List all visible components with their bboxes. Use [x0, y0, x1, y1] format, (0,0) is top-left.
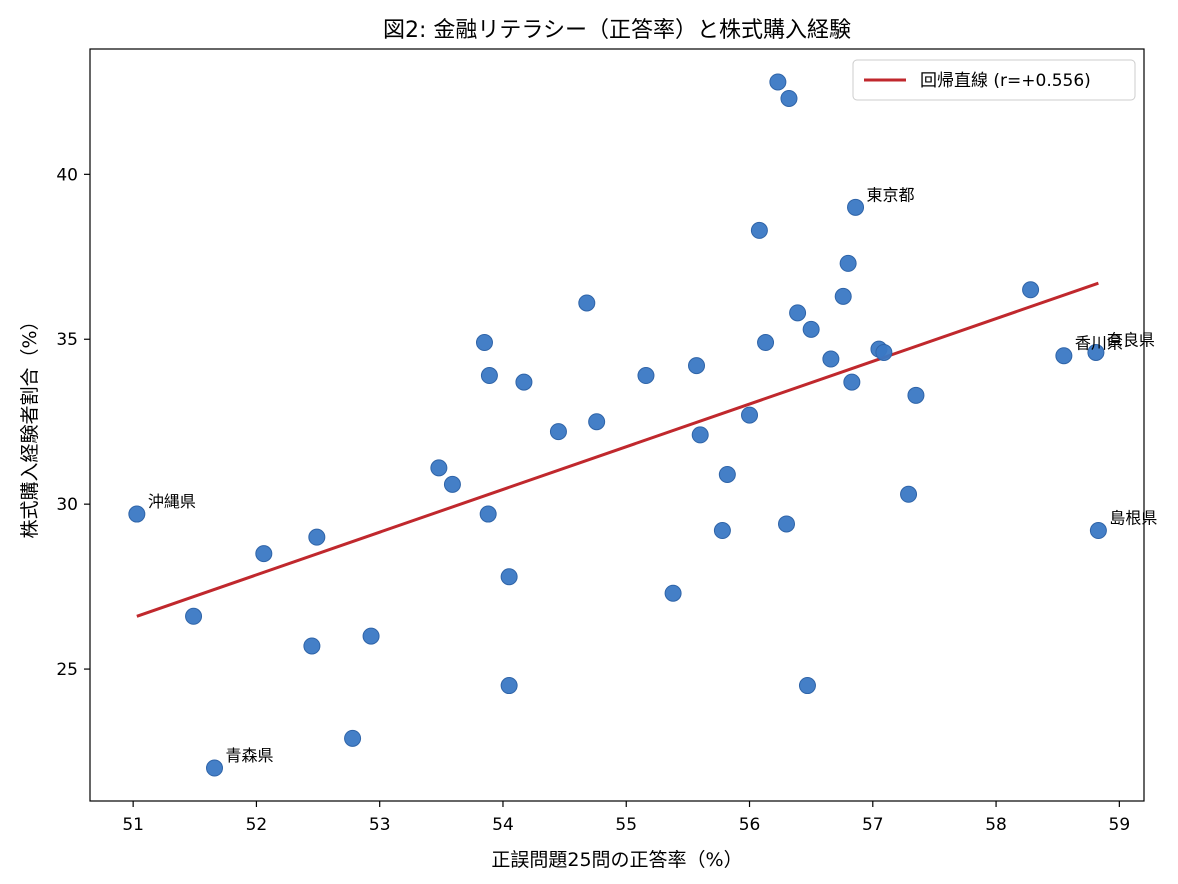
- data-point: [750, 221, 768, 239]
- x-axis: 51 52 53 54 55 56 57 58 59: [122, 801, 1130, 835]
- y-tick-label: 30: [56, 495, 78, 515]
- y-tick-label: 35: [56, 330, 78, 350]
- data-point-label: 沖縄県: [148, 492, 196, 511]
- legend-label: 回帰直線 (r=+0.556): [920, 71, 1091, 91]
- data-point: [128, 505, 146, 523]
- data-point: [430, 459, 448, 477]
- data-point: [847, 198, 865, 216]
- data-points: [128, 73, 1107, 777]
- data-point: [443, 475, 461, 493]
- data-point: [843, 373, 861, 391]
- data-point: [549, 423, 567, 441]
- data-point-label: 島根県: [1109, 509, 1157, 528]
- data-point: [822, 350, 840, 368]
- data-point: [778, 515, 796, 533]
- data-point: [1055, 347, 1073, 365]
- chart-title: 図2: 金融リテラシー（正答率）と株式購入経験: [383, 18, 851, 43]
- data-point: [475, 334, 493, 352]
- data-point: [185, 607, 203, 625]
- plot-area-frame: [89, 48, 1145, 802]
- data-point: [664, 584, 682, 602]
- data-point: [802, 320, 820, 338]
- data-point: [1089, 522, 1107, 540]
- data-point: [718, 465, 736, 483]
- regression-line: [136, 281, 1099, 618]
- x-tick-label: 56: [739, 815, 761, 835]
- x-tick-label: 54: [492, 815, 514, 835]
- data-point: [875, 343, 893, 361]
- data-point: [688, 357, 706, 375]
- data-point: [303, 637, 321, 655]
- y-axis: 25 30 35 40: [56, 165, 90, 680]
- x-tick-label: 55: [615, 815, 637, 835]
- data-point-label: 東京都: [867, 185, 915, 204]
- data-point: [1087, 343, 1105, 361]
- x-axis-title: 正誤問題25問の正答率（%）: [491, 849, 742, 871]
- data-point: [637, 367, 655, 385]
- data-point: [789, 304, 807, 322]
- data-point: [798, 677, 816, 695]
- data-point: [1022, 281, 1040, 299]
- data-point: [588, 413, 606, 431]
- data-point: [362, 627, 380, 645]
- data-point: [500, 568, 518, 586]
- data-point: [206, 759, 224, 777]
- data-point: [757, 334, 775, 352]
- data-point-label: 青森県: [226, 746, 274, 765]
- data-point: [479, 505, 497, 523]
- data-point: [839, 254, 857, 272]
- x-tick-label: 52: [246, 815, 268, 835]
- x-tick-label: 57: [862, 815, 884, 835]
- data-point: [255, 545, 273, 563]
- y-axis-title: 株式購入経験者割合（%）: [19, 311, 41, 538]
- legend-box: [852, 59, 1136, 101]
- data-point: [308, 528, 326, 546]
- data-point: [500, 677, 518, 695]
- x-tick-label: 58: [985, 815, 1007, 835]
- data-point: [741, 406, 759, 424]
- x-tick-label: 53: [369, 815, 391, 835]
- x-tick-label: 59: [1109, 815, 1131, 835]
- data-point: [515, 373, 533, 391]
- data-point: [578, 294, 596, 312]
- data-point: [769, 73, 787, 91]
- regression-line-group: [136, 281, 1099, 618]
- x-tick-label: 51: [122, 815, 144, 835]
- data-point: [480, 367, 498, 385]
- data-point: [900, 485, 918, 503]
- data-point-label: 奈良県: [1107, 330, 1155, 349]
- y-tick-label: 25: [56, 660, 78, 680]
- data-point: [713, 522, 731, 540]
- data-point: [344, 729, 362, 747]
- data-point: [834, 287, 852, 305]
- y-tick-label: 40: [56, 165, 78, 185]
- data-point: [780, 89, 798, 107]
- legend: 回帰直線 (r=+0.556): [852, 59, 1136, 101]
- data-point: [907, 386, 925, 404]
- data-point-label: 香川県: [1075, 334, 1123, 353]
- data-point: [691, 426, 709, 444]
